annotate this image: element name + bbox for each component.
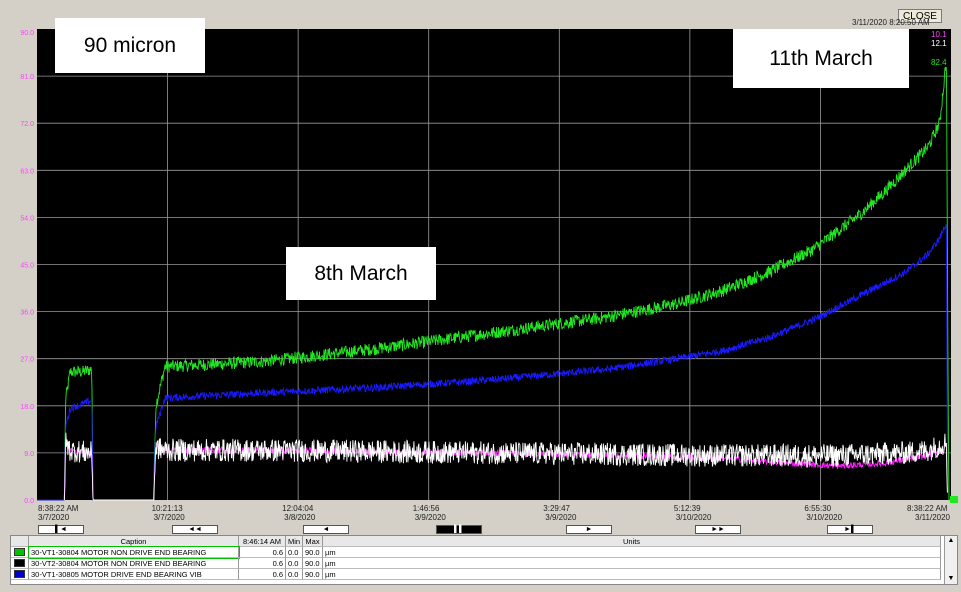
- grid-row[interactable]: 30-VT1-30804 MOTOR NON DRIVE END BEARING…: [11, 546, 941, 559]
- x-tick-time: 12:04:04: [282, 504, 314, 513]
- row-unit: µm: [323, 569, 941, 580]
- x-tick-time: 1:46:56: [412, 504, 440, 513]
- row-swatch: [11, 558, 29, 569]
- row-value: 0.6: [239, 558, 286, 569]
- row-value: 0.6: [239, 547, 286, 558]
- row-max: 90.0: [303, 569, 323, 580]
- right-value-1: 10.1: [931, 30, 947, 39]
- window-timestamp: 3/11/2020 8:20:50 AM: [852, 18, 930, 27]
- series-line-1: [37, 58, 951, 501]
- row-unit: µm: [323, 547, 941, 558]
- x-tick-date: 3/9/2020: [545, 513, 577, 522]
- row-max: 90.0: [303, 547, 323, 558]
- row-caption: 30-VT2-30804 MOTOR NON DRIVE END BEARING: [29, 558, 239, 569]
- annotation-90-micron: 90 micron: [55, 18, 205, 73]
- x-tick-time: 6:55:30: [804, 504, 832, 513]
- nav-fast-forward-button[interactable]: ►►: [695, 525, 741, 534]
- row-swatch: [11, 569, 29, 580]
- y-tick-label: 18.0: [20, 404, 34, 411]
- close-button[interactable]: CLOSE: [898, 9, 942, 23]
- y-tick-label: 81.0: [20, 74, 34, 81]
- x-tick-date: 3/8/2020: [284, 513, 316, 522]
- row-value: 0.6: [239, 569, 286, 580]
- x-tick-time: 5:12:39: [673, 504, 701, 513]
- x-tick-date: 3/9/2020: [414, 513, 446, 522]
- annotation-11th-march: 11th March: [733, 29, 909, 88]
- grid-row[interactable]: 30-VT1-30805 MOTOR DRIVE END BEARING VIB…: [11, 569, 941, 580]
- grid-header: Caption 8:46:14 AM Min Max Units: [11, 536, 941, 547]
- scroll-up-icon[interactable]: ▲: [947, 537, 955, 544]
- color-swatch: [14, 559, 25, 567]
- x-tick-date: 3/10/2020: [675, 513, 712, 522]
- x-tick-date: 3/7/2020: [38, 513, 70, 522]
- series-line-2: [37, 224, 948, 501]
- x-tick-time: 8:38:22 AM: [907, 504, 948, 513]
- right-value-box: [929, 29, 947, 67]
- x-tick-date: 3/11/2020: [915, 513, 950, 522]
- y-tick-label: 45.0: [20, 263, 34, 270]
- row-swatch: [11, 547, 29, 558]
- right-value-2: 12.1: [931, 39, 947, 48]
- grid-scrollbar[interactable]: ▲ ▼: [944, 536, 957, 584]
- row-caption: 30-VT1-30804 MOTOR NON DRIVE END BEARING: [28, 546, 240, 559]
- annotation-8th-march: 8th March: [286, 247, 436, 300]
- color-swatch: [14, 570, 25, 578]
- header-max: Max: [303, 536, 323, 547]
- header-units: Units: [323, 536, 941, 547]
- y-tick-label: 72.0: [20, 121, 34, 128]
- series-line-4: [63, 432, 948, 501]
- row-unit: µm: [323, 558, 941, 569]
- legend-grid: Caption 8:46:14 AM Min Max Units 30-VT1-…: [10, 535, 958, 585]
- header-caption: Caption: [29, 536, 239, 547]
- header-min: Min: [286, 536, 303, 547]
- right-value-3: 82.4: [931, 58, 947, 67]
- x-tick-time: 3:29:47: [543, 504, 570, 513]
- color-swatch: [14, 548, 25, 556]
- nav-forward-button[interactable]: ►: [566, 525, 612, 534]
- scroll-down-icon[interactable]: ▼: [947, 575, 955, 582]
- y-tick-label: 9.0: [24, 451, 34, 458]
- y-tick-label: 90.0: [20, 30, 34, 37]
- nav-pause-button[interactable]: ▌▌: [436, 525, 482, 534]
- row-min: 0.0: [286, 558, 303, 569]
- y-tick-label: 54.0: [20, 215, 34, 222]
- row-min: 0.0: [286, 569, 303, 580]
- nav-back-button[interactable]: ◄: [303, 525, 349, 534]
- y-axis-ticks: 0.0 9.0 18.0 27.0 36.0 45.0 54.0 63.0 72.0 81.0 90…: [20, 30, 34, 505]
- row-caption: 30-VT1-30805 MOTOR DRIVE END BEARING VIB: [29, 569, 239, 580]
- row-min: 0.0: [286, 547, 303, 558]
- y-tick-label: 63.0: [20, 168, 34, 175]
- end-marker: [950, 496, 958, 503]
- y-tick-label: 27.0: [20, 357, 34, 364]
- header-time: 8:46:14 AM: [239, 536, 286, 547]
- x-tick-time: 8:38:22 AM: [38, 504, 79, 513]
- nav-end-button[interactable]: ►▌: [827, 525, 873, 534]
- x-tick-date: 3/7/2020: [153, 513, 185, 522]
- nav-start-button[interactable]: ▌◄: [38, 525, 84, 534]
- y-tick-label: 0.0: [24, 498, 34, 505]
- y-tick-label: 36.0: [20, 310, 34, 317]
- series-group: [37, 58, 951, 501]
- x-tick-date: 3/10/2020: [806, 513, 843, 522]
- x-tick-time: 10:21:13: [151, 504, 183, 513]
- header-swatch: [11, 536, 29, 547]
- nav-rewind-button[interactable]: ◄◄: [172, 525, 218, 534]
- grid-row[interactable]: 30-VT2-30804 MOTOR NON DRIVE END BEARING…: [11, 558, 941, 569]
- row-max: 90.0: [303, 558, 323, 569]
